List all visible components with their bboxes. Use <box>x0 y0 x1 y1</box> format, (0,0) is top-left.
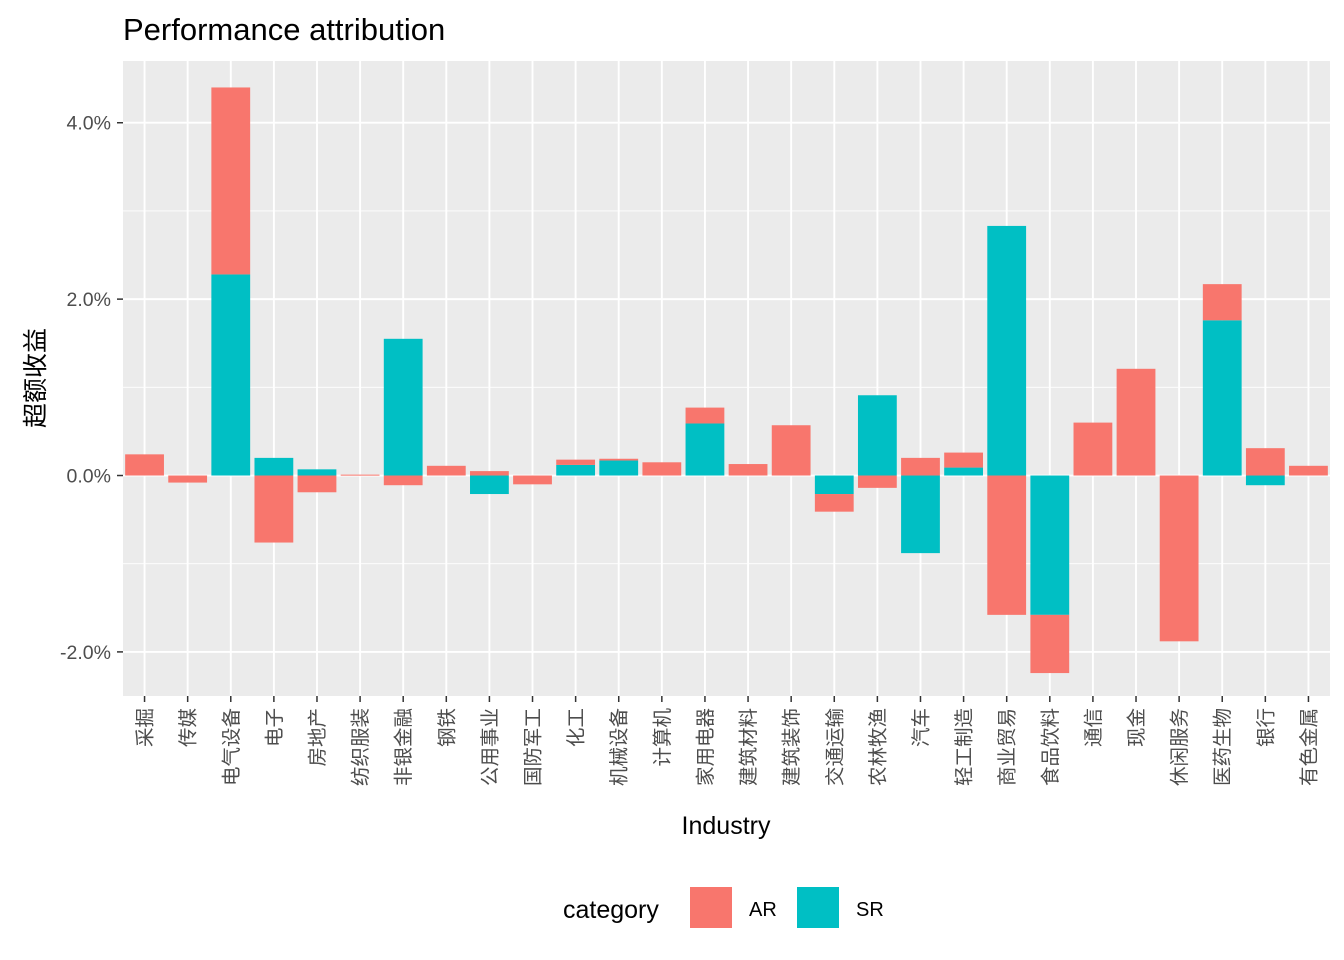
bar-ar <box>168 475 208 483</box>
bar-ar <box>901 457 940 476</box>
bar-sr <box>944 467 983 476</box>
bar-sr <box>987 225 1027 476</box>
x-tick-label: 银行 <box>1254 708 1277 747</box>
bar-ar <box>1245 448 1285 476</box>
x-tick-label: 建筑装饰 <box>780 708 803 786</box>
x-tick-label: 公用事业 <box>478 708 501 786</box>
x-tick-label: 有色金属 <box>1297 708 1320 786</box>
bar-sr <box>1030 475 1070 615</box>
bar-ar <box>1289 465 1328 476</box>
x-tick-label: 传媒 <box>177 708 200 747</box>
bar-ar <box>556 459 596 465</box>
y-tick-label: 0.0% <box>67 466 111 488</box>
bar-ar <box>728 464 768 476</box>
bar-ar <box>426 465 466 476</box>
legend-key-sr <box>797 887 839 928</box>
x-tick-label: 农林牧渔 <box>866 708 889 786</box>
bar-ar <box>814 494 854 512</box>
y-tick-label: -2.0% <box>60 642 111 664</box>
bar-sr <box>470 475 509 495</box>
bar-ar <box>254 475 294 543</box>
bar-sr <box>383 338 423 476</box>
x-tick-label: 计算机 <box>651 708 674 767</box>
x-tick-label: 电子 <box>263 708 286 747</box>
bars <box>125 87 1328 674</box>
chart-title: Performance attribution <box>123 12 445 47</box>
legend-label-sr: SR <box>856 899 884 921</box>
x-tick-label: 钢铁 <box>435 708 458 747</box>
bar-ar <box>1073 422 1113 476</box>
x-tick-label: 现金 <box>1125 708 1148 747</box>
x-tick-label: 家用电器 <box>694 708 717 786</box>
x-tick-label: 食品饮料 <box>1039 708 1062 786</box>
x-tick-label: 纺织服装 <box>349 708 372 786</box>
bar-ar <box>944 452 983 468</box>
bar-sr <box>556 464 596 476</box>
bar-ar <box>513 475 552 485</box>
x-tick-label: 通信 <box>1082 708 1105 747</box>
y-axis-title: 超额收益 <box>21 328 50 428</box>
bar-ar <box>642 462 682 476</box>
bar-ar <box>470 471 509 476</box>
legend: category AR SR <box>563 887 884 928</box>
y-tick-label: 2.0% <box>67 289 111 311</box>
x-tick-label: 机械设备 <box>608 708 631 786</box>
x-tick-label: 休闲服务 <box>1168 708 1191 786</box>
x-tick-label: 化工 <box>565 708 588 747</box>
y-axis: -2.0% 0.0% 2.0% 4.0% <box>60 113 123 664</box>
x-tick-label: 电气设备 <box>220 708 243 786</box>
bar-ar <box>297 475 337 493</box>
bar-sr <box>1202 320 1242 476</box>
bar-sr <box>857 395 897 476</box>
bar-sr <box>254 457 294 476</box>
bar-sr <box>297 469 337 476</box>
legend-key-ar <box>690 887 732 928</box>
bar-ar <box>987 475 1027 615</box>
x-tick-label: 非银金融 <box>392 708 415 786</box>
bar-ar <box>125 454 164 476</box>
y-tick-label: 4.0% <box>67 113 111 135</box>
bar-sr <box>211 274 251 476</box>
bar-ar <box>1030 614 1070 674</box>
x-tick-label: 汽车 <box>909 708 932 747</box>
bar-ar <box>211 87 251 275</box>
bar-ar <box>1202 284 1242 321</box>
x-tick-label: 建筑材料 <box>737 708 760 786</box>
bar-sr <box>599 460 639 476</box>
bar-ar <box>857 475 897 488</box>
bar-ar <box>1159 475 1199 642</box>
bar-ar <box>685 407 725 424</box>
x-axis: 采掘 传媒 电气设备 电子 房地产 纺织服装 非银金融 钢铁 公用事业 国防军工 化工 机械设备 计算机… <box>134 696 1320 786</box>
bar-sr <box>814 475 854 495</box>
legend-title: category <box>563 896 659 924</box>
bar-ar <box>383 475 423 486</box>
bar-sr <box>685 423 725 476</box>
x-tick-label: 商业贸易 <box>996 708 1019 786</box>
x-axis-title: Industry <box>682 812 771 840</box>
x-tick-label: 交通运输 <box>823 708 846 786</box>
bar-ar <box>599 458 639 461</box>
x-tick-label: 国防军工 <box>522 708 545 786</box>
x-tick-label: 房地产 <box>306 708 329 767</box>
bar-ar <box>1116 368 1156 476</box>
legend-label-ar: AR <box>749 899 777 921</box>
x-tick-label: 采掘 <box>134 708 157 747</box>
x-tick-label: 轻工制造 <box>953 708 976 786</box>
bar-ar <box>771 425 811 476</box>
bar-ar <box>340 474 380 476</box>
bar-sr <box>1245 475 1285 486</box>
bar-sr <box>901 475 940 554</box>
x-tick-label: 医药生物 <box>1211 708 1234 786</box>
